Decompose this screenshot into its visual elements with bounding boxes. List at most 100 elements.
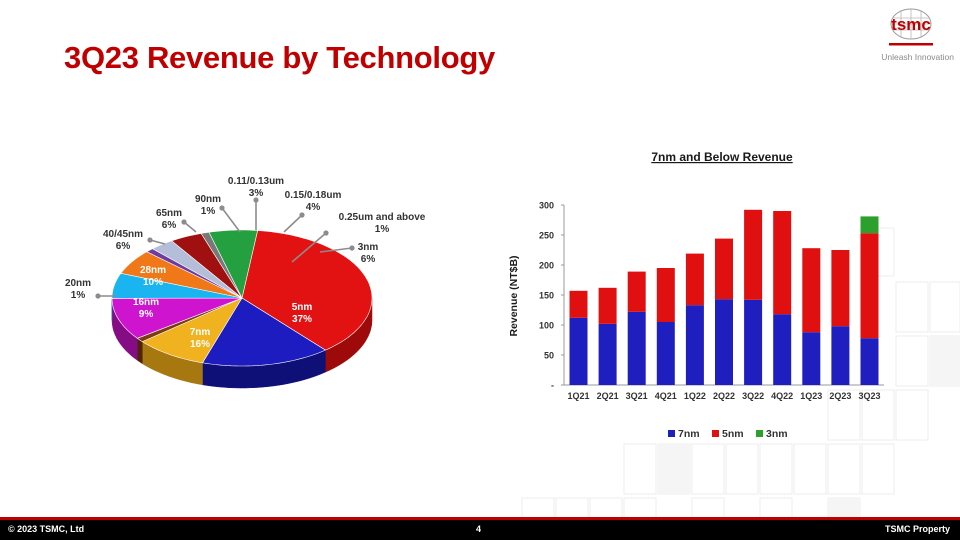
footer-accent-line [0, 517, 960, 520]
x-tick-label: 3Q22 [742, 391, 764, 401]
leader-line-0.15/0.18um [283, 214, 303, 233]
bar-5nm-2Q23 [831, 250, 850, 327]
pie-label-value-5nm: 37% [292, 314, 312, 325]
logo-tagline: Unleash Innovation [881, 52, 954, 62]
bar-7nm-2Q22 [715, 299, 733, 385]
legend-label-7nm: 7nm [678, 428, 700, 440]
bar-chart-ylabel: Revenue (NT$B) [508, 255, 520, 336]
pie-label-name-0.25um and above: 0.25um and above [339, 212, 426, 223]
pie-slice-5nm [241, 230, 373, 351]
pie-slice-0.15/0.18um [171, 233, 243, 299]
x-tick-label: 2Q23 [829, 391, 851, 401]
pie-label-value-65nm: 6% [162, 220, 177, 231]
leader-line-65nm [183, 221, 197, 233]
pie-label-name-65nm: 65nm [156, 208, 182, 219]
pie-slice-3nm [208, 229, 258, 299]
pie-label-name-20nm: 20nm [65, 278, 91, 289]
leader-dot-65nm [181, 219, 187, 225]
bar-5nm-1Q22 [685, 253, 704, 306]
pie-label-value-28nm: 10% [143, 277, 163, 288]
x-tick-label: 3Q21 [626, 391, 648, 401]
pie-label-name-7nm: 7nm [190, 327, 211, 338]
pie-slice-65nm [120, 251, 243, 299]
pie-labels: 5nm37%7nm16%16nm9%20nm1%28nm10%40/45nm6%… [65, 176, 426, 350]
x-tick-label: 3Q23 [858, 391, 880, 401]
bar-5nm-1Q21 [569, 290, 588, 318]
pie-tops [111, 229, 373, 367]
pie-label-value-90nm: 1% [201, 206, 216, 217]
pie-label-value-40/45nm: 6% [116, 241, 131, 252]
pie-label-value-7nm: 16% [190, 339, 210, 350]
bar-7nm-2Q21 [598, 323, 617, 385]
legend-label-5nm: 5nm [722, 428, 744, 440]
page-number: 4 [476, 524, 482, 534]
copyright-text: © 2023 TSMC, Ltd [8, 524, 85, 534]
pie-label-value-0.11/0.13um: 3% [249, 188, 264, 199]
bar-7nm-4Q21 [656, 322, 675, 385]
pie-label-value-3nm: 6% [361, 254, 376, 265]
bar-5nm-4Q21 [656, 268, 675, 322]
bar-5nm-3Q23 [860, 233, 879, 339]
bar-chart-title: 7nm and Below Revenue [651, 150, 793, 164]
x-tick-label: 4Q21 [655, 391, 677, 401]
slide-title: 3Q23 Revenue by Technology [64, 40, 495, 75]
y-tick-label: 50 [544, 351, 554, 361]
tsmc-logo: tsmc [876, 8, 946, 52]
bar-5nm-3Q21 [627, 271, 646, 312]
pie-slice-28nm [111, 297, 243, 339]
bar-7nm-3Q21 [627, 311, 646, 385]
pie-label-name-0.15/0.18um: 0.15/0.18um [285, 190, 342, 201]
legend-swatch-5nm [712, 430, 719, 437]
pie-label-name-0.11/0.13um: 0.11/0.13um [228, 176, 284, 187]
leader-dot-0.25um and above [323, 230, 329, 236]
bar-3nm-3Q23 [860, 216, 879, 234]
bar-5nm-2Q22 [715, 238, 733, 300]
pie-slice-90nm [146, 248, 243, 299]
leader-line-0.25um and above [291, 232, 327, 263]
bar-5nm-2Q21 [598, 287, 617, 324]
bar-7nm-3Q22 [744, 299, 763, 385]
bar-7nm-1Q21 [569, 317, 588, 385]
pie-label-name-16nm: 16nm [133, 297, 159, 308]
x-tick-label: 1Q23 [800, 391, 822, 401]
leader-dot-0.15/0.18um [299, 212, 305, 218]
bar-5nm-3Q22 [744, 209, 763, 300]
tsmc-logo-mark: tsmc [889, 8, 933, 46]
footer-bar: © 2023 TSMC, Ltd 4 TSMC Property [0, 520, 960, 540]
leader-dot-90nm [219, 205, 225, 211]
pie-label-name-90nm: 90nm [195, 194, 221, 205]
pie-label-value-0.25um and above: 1% [375, 224, 390, 235]
pie-label-name-3nm: 3nm [358, 242, 379, 253]
logo-text: tsmc [891, 15, 931, 34]
leader-dot-40/45nm [147, 237, 153, 243]
bar-7nm-2Q23 [831, 326, 850, 385]
pie-slice-16nm [141, 297, 243, 364]
legend-label-3nm: 3nm [766, 428, 788, 440]
leader-dot-3nm [349, 245, 355, 251]
bar-7nm-1Q22 [685, 305, 704, 385]
pie-label-name-5nm: 5nm [292, 302, 313, 313]
legend-swatch-3nm [756, 430, 763, 437]
pie-label-value-16nm: 9% [139, 309, 154, 320]
x-tick-label: 4Q22 [771, 391, 793, 401]
pie-sides [111, 297, 373, 389]
leader-line-90nm [221, 207, 241, 233]
property-text: TSMC Property [884, 524, 950, 534]
y-tick-label: 200 [539, 261, 554, 271]
pie-label-value-20nm: 1% [71, 290, 86, 301]
x-tick-label: 2Q21 [597, 391, 619, 401]
pie-label-name-28nm: 28nm [140, 265, 166, 276]
bar-5nm-1Q23 [802, 248, 821, 333]
y-tick-label: 300 [539, 201, 554, 211]
bar-7nm-3Q23 [860, 338, 879, 385]
leader-line-3nm [319, 247, 353, 253]
pie-slice-0.25um and above [200, 231, 243, 299]
y-tick-label: 100 [539, 321, 554, 331]
bar-5nm-4Q22 [773, 211, 792, 315]
x-tick-label: 2Q22 [713, 391, 735, 401]
y-tick-label: 250 [539, 231, 554, 241]
pie-label-value-0.15/0.18um: 4% [306, 202, 321, 213]
